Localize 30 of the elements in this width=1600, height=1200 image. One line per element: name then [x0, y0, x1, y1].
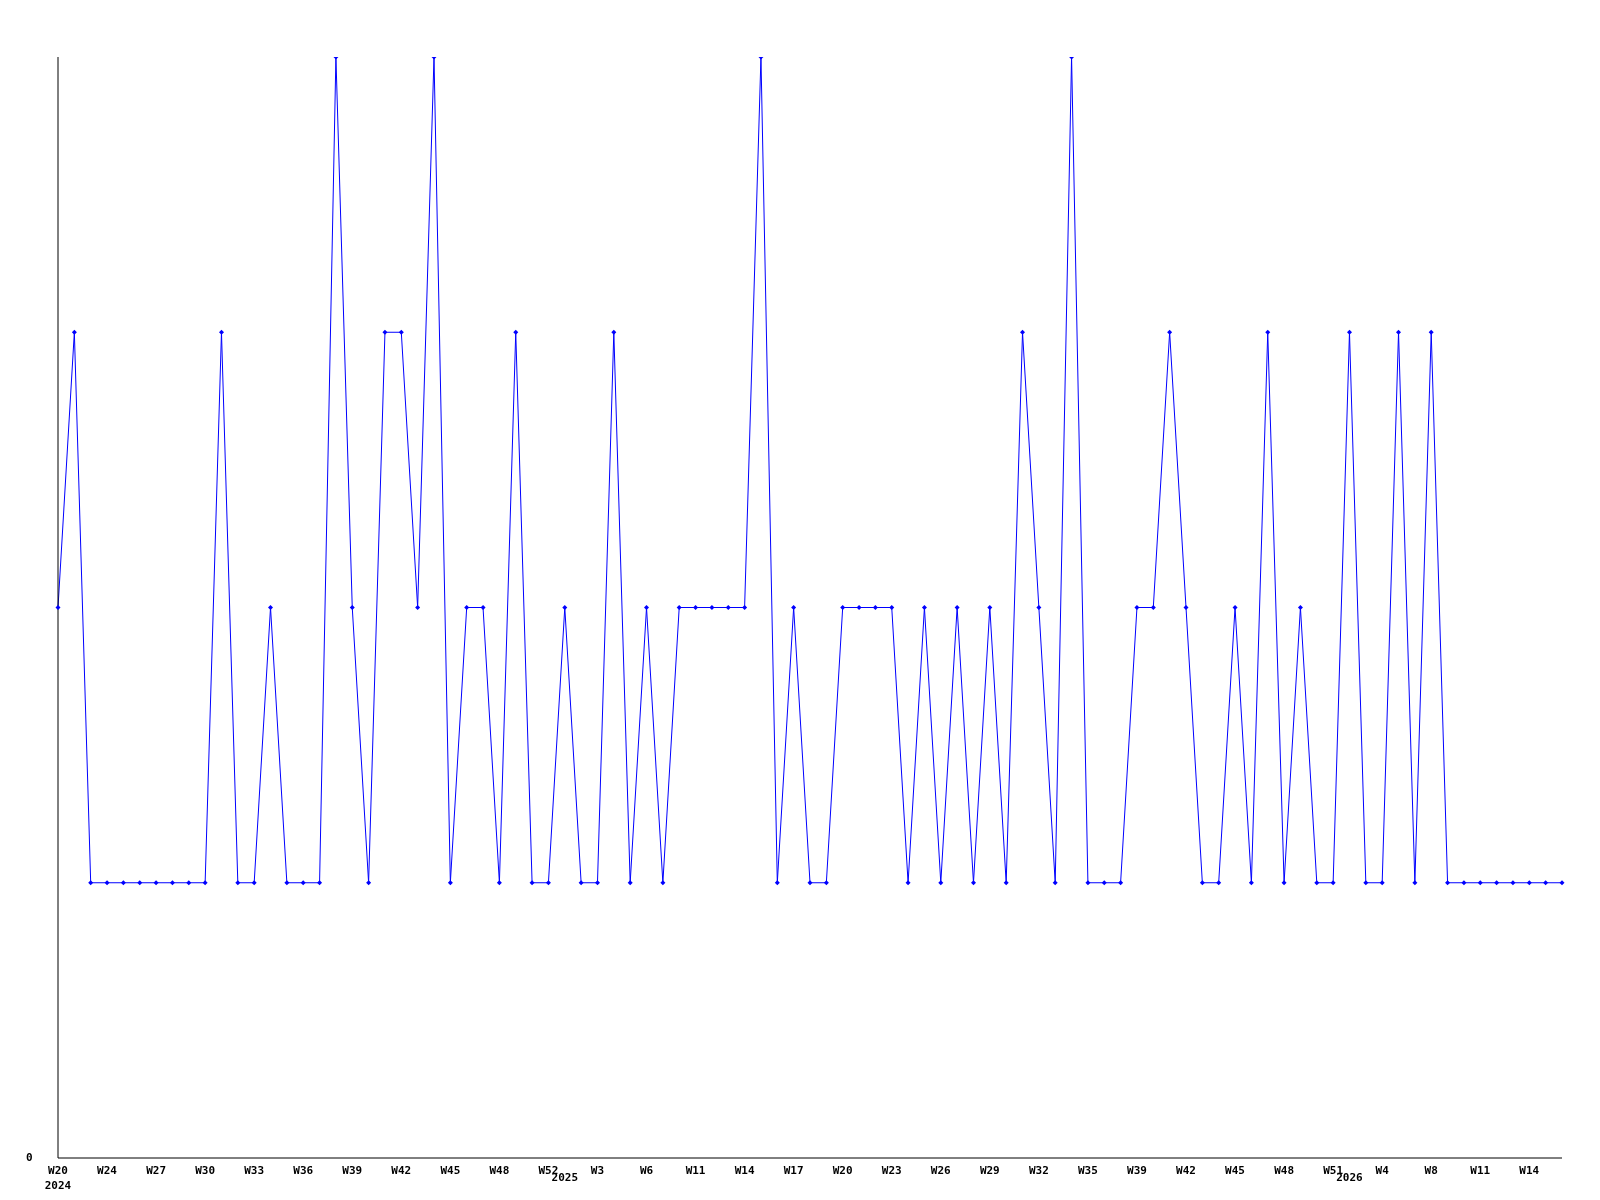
x-tick-label: W48: [1274, 1164, 1295, 1177]
x-tick-label: W11: [685, 1164, 706, 1177]
x-tick-label: W42: [391, 1164, 412, 1177]
x-tick-label: W36: [293, 1164, 314, 1177]
text: 0: [26, 1151, 33, 1164]
x-tick-label: W32: [1028, 1164, 1049, 1177]
x-tick-label: W6: [639, 1164, 654, 1177]
x-tick-label: W4: [1375, 1164, 1390, 1177]
x-tick-label: W39: [342, 1164, 363, 1177]
x-tick-label: W45: [440, 1164, 461, 1177]
x-tick-label: W26: [930, 1164, 952, 1177]
x-tick-label: W39: [1127, 1164, 1147, 1177]
x-tick-label: W14: [734, 1164, 755, 1177]
x-tick-label: W8: [1424, 1164, 1438, 1177]
x-tick-label: W48: [489, 1164, 510, 1177]
x-tick-label: W33: [244, 1164, 265, 1177]
x-tick-label: W42: [1176, 1164, 1196, 1177]
x-tick-label: W24: [97, 1164, 118, 1177]
x-tick-label: W3: [590, 1164, 605, 1177]
x-tick-label: W35: [1077, 1164, 1098, 1177]
x-tick-label: W45: [1225, 1164, 1245, 1177]
x-tick-label: W11: [1470, 1164, 1491, 1177]
x-tick-label: W29: [979, 1164, 1000, 1177]
x-tick-label: W27: [146, 1164, 167, 1177]
x-tick-label: W30: [195, 1164, 216, 1177]
x-tick-label: W23: [881, 1164, 902, 1177]
x-tick-label: W20 2024: [44, 1164, 72, 1192]
x-tick-label: W20: [832, 1164, 853, 1177]
x-tick-label: W17: [783, 1164, 804, 1177]
x-tick-label: W14: [1519, 1164, 1540, 1177]
